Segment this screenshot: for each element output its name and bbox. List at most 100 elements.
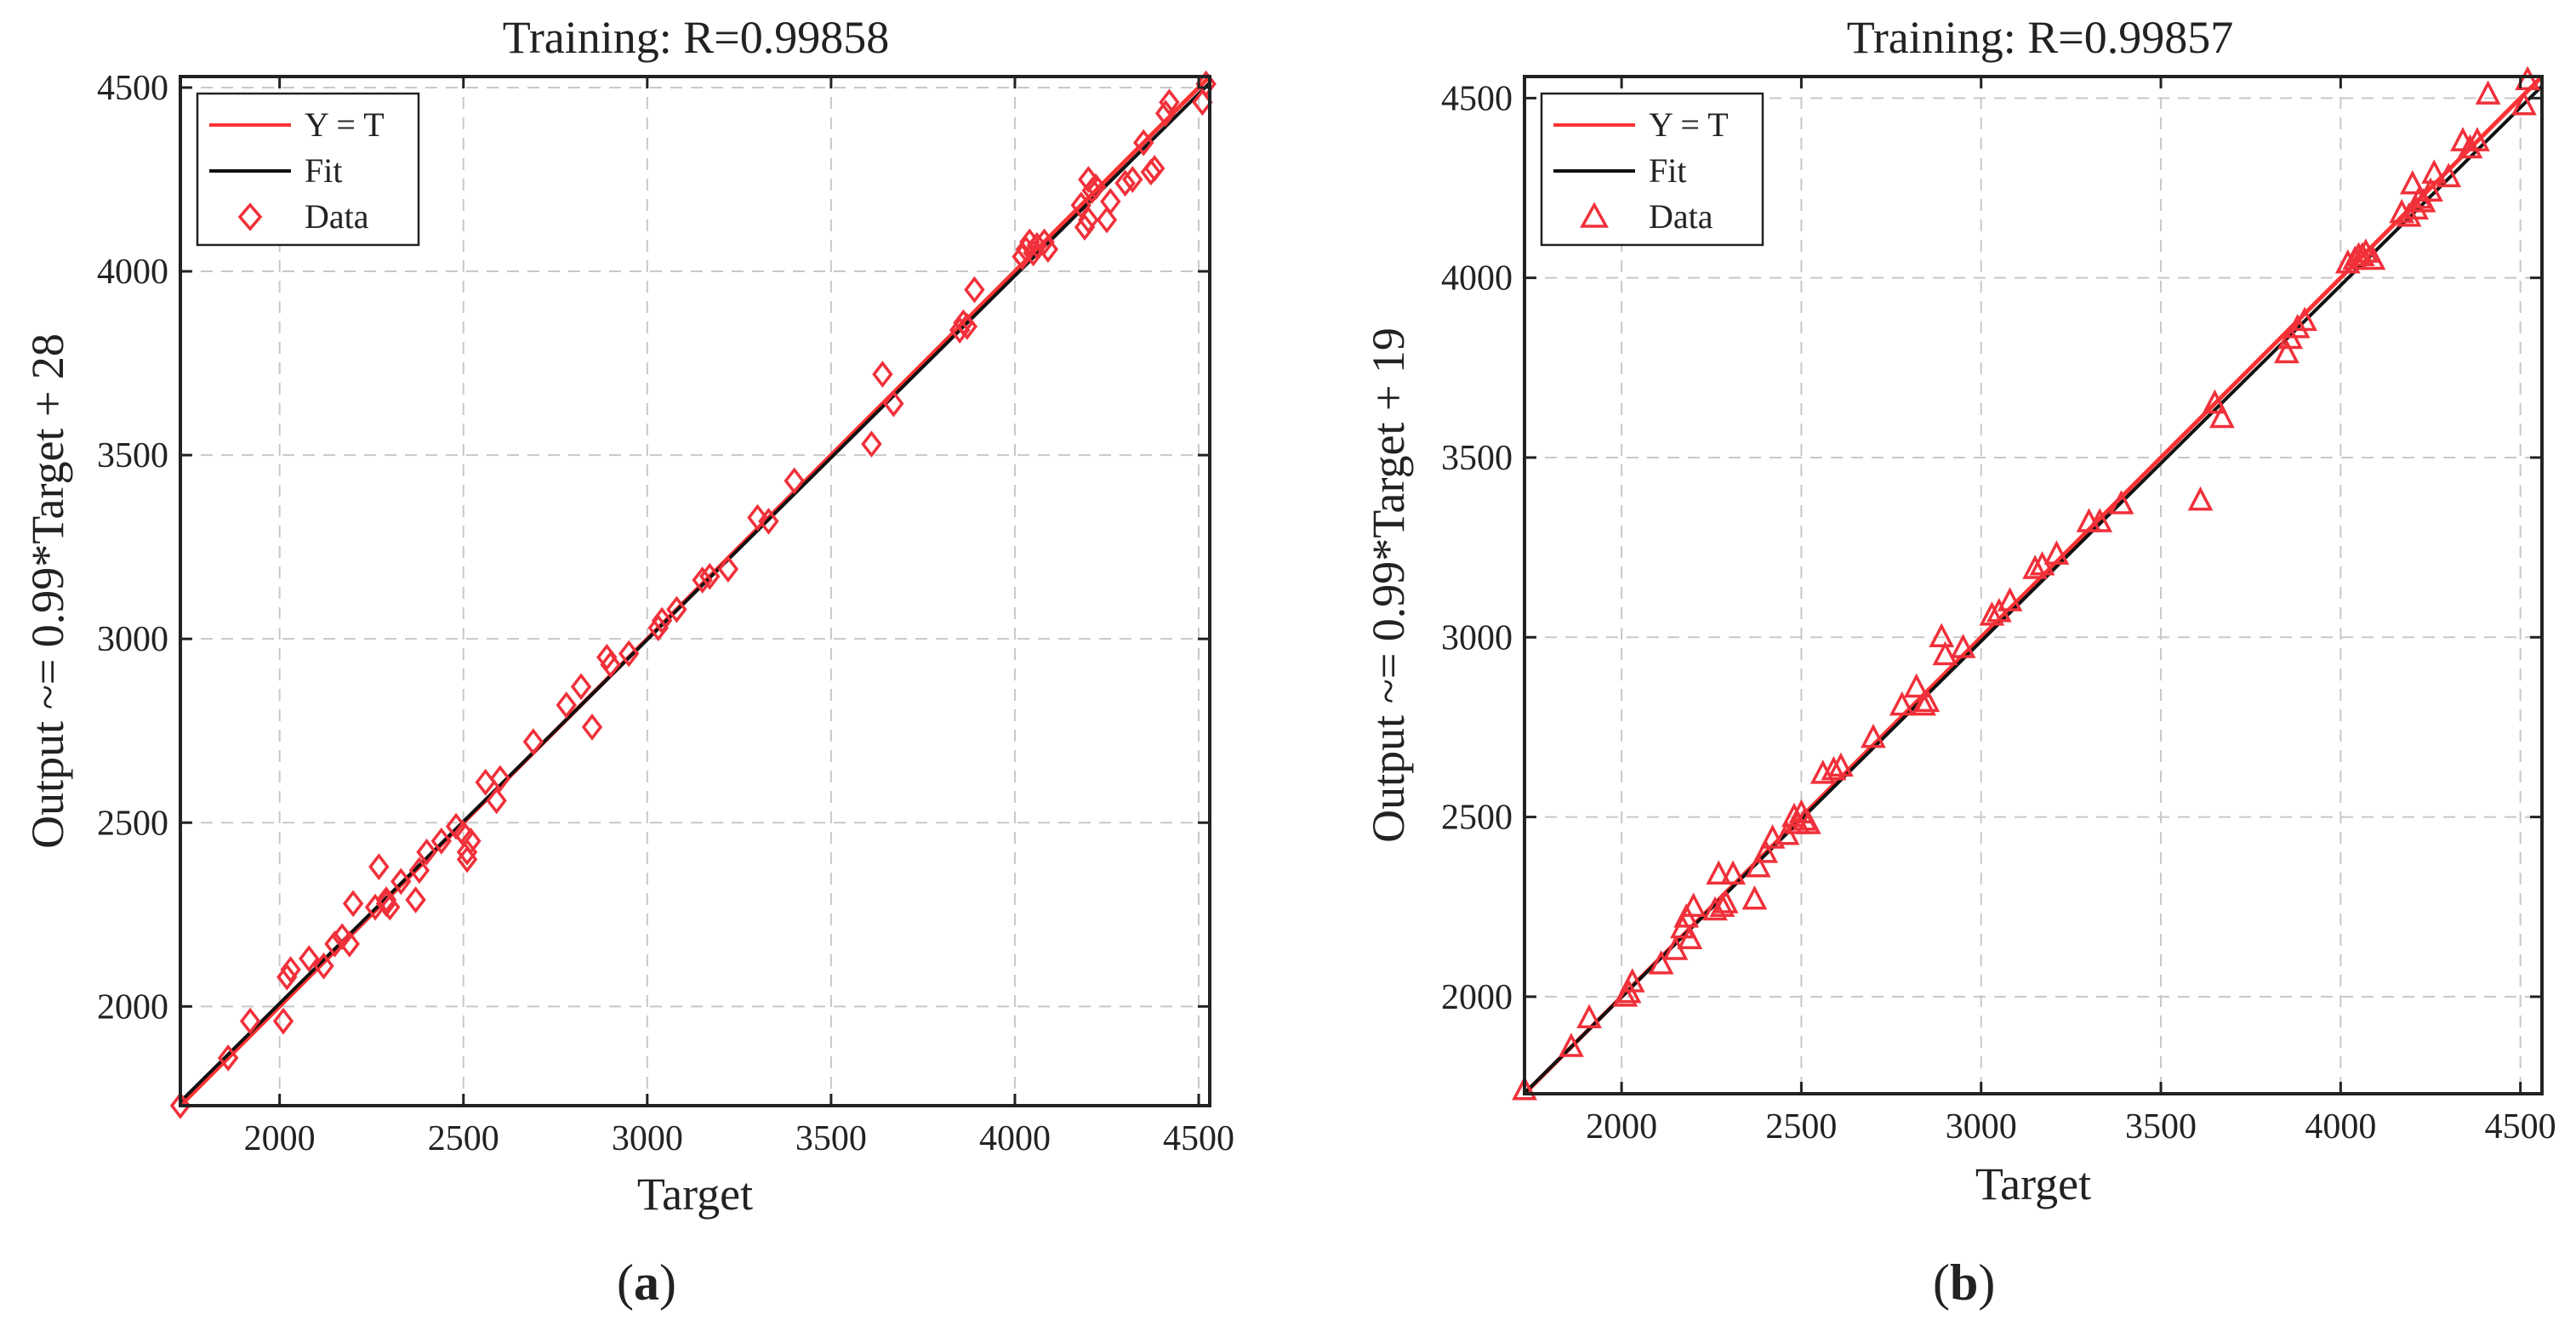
data-point: [2342, 245, 2368, 270]
data-point: [217, 1044, 239, 1072]
data-point: [1828, 752, 1854, 777]
x-tick-label-a: 4500: [1163, 1119, 1234, 1158]
y-ticks-a: 2000 2500 3000 3500 4000 4500: [97, 69, 1210, 1027]
data-point: [2396, 202, 2422, 227]
data-point: [784, 467, 805, 495]
data-points-b: [1512, 65, 2540, 1101]
data-point: [1929, 623, 1955, 648]
data-point: [883, 390, 904, 418]
data-point: [1741, 885, 1768, 910]
data-point: [1143, 155, 1165, 182]
legend-b: Y = T Fit Data: [1540, 92, 1764, 247]
data-point: [342, 890, 364, 918]
legend-marker-swatch-a: [237, 202, 263, 231]
data-point: [556, 691, 577, 719]
data-point: [596, 643, 618, 671]
y-tick-label-b: 2500: [1441, 799, 1513, 838]
data-point: [747, 504, 768, 532]
y-tick-label-b: 3000: [1441, 618, 1513, 657]
x-tick-label-b: 2500: [1765, 1107, 1837, 1146]
data-point: [2208, 403, 2235, 429]
data-point: [486, 787, 507, 815]
data-point: [522, 728, 544, 756]
data-point: [2202, 389, 2228, 414]
data-point: [2457, 134, 2483, 159]
y-axis-label-b: Output ~= 0.99*Target + 19: [1363, 327, 1414, 843]
data-point: [618, 640, 640, 668]
data-point: [1100, 188, 1121, 215]
caption-close-a: ): [659, 1255, 676, 1311]
data-point: [1034, 228, 1055, 256]
data-point: [2418, 177, 2443, 202]
data-point: [647, 614, 669, 642]
x-tick-label-a: 2500: [428, 1119, 499, 1158]
data-point: [456, 838, 478, 866]
data-point: [2407, 184, 2433, 209]
data-point: [2399, 170, 2425, 195]
data-point: [1085, 173, 1107, 201]
data-point: [1979, 601, 2005, 626]
data-point: [1706, 860, 1732, 885]
data-point: [313, 952, 334, 980]
x-ticks-b: 2000 2500 3000 3500 4000 4500: [1586, 77, 2556, 1146]
data-point: [1559, 1033, 1584, 1057]
data-point: [2510, 91, 2537, 116]
legend-fit-label-a: Fit: [305, 151, 342, 190]
chart-title-b: Training: R=0.99857: [1847, 12, 2234, 63]
legend-identity-label-b: Y = T: [1649, 105, 1729, 144]
caption-open-a: (: [617, 1255, 634, 1311]
axes-frame-a: [179, 75, 1211, 1107]
data-point: [1612, 982, 1638, 1007]
data-point: [758, 508, 779, 535]
x-tick-label-b: 4000: [2305, 1107, 2376, 1146]
panel-caption-a: (a): [617, 1255, 676, 1311]
plot-area-b: [1512, 65, 2544, 1101]
data-point: [2421, 159, 2448, 184]
data-point: [460, 827, 482, 855]
data-point: [699, 562, 721, 590]
x-tick-label-b: 4500: [2485, 1107, 2556, 1146]
data-point: [339, 930, 360, 958]
data-point: [276, 963, 298, 991]
data-point: [1078, 206, 1099, 234]
data-point: [239, 1007, 261, 1035]
y-tick-label-a: 2500: [97, 804, 168, 843]
data-point: [1122, 166, 1143, 193]
chart-title-a: Training: R=0.99858: [503, 12, 890, 63]
data-point: [405, 886, 426, 913]
data-point: [2022, 555, 2048, 579]
data-point: [1795, 810, 1821, 834]
data-point: [1702, 896, 1728, 921]
x-axis-label-b: Target: [1975, 1158, 2091, 1209]
x-tick-label-a: 3500: [795, 1119, 867, 1158]
data-point: [324, 930, 345, 958]
data-point: [1903, 673, 1929, 698]
data-point: [2108, 490, 2134, 515]
y-tick-label-a: 4500: [97, 69, 168, 108]
x-tick-label-a: 2000: [244, 1119, 316, 1158]
data-point: [456, 845, 478, 873]
data-point: [2360, 245, 2386, 270]
data-point: [949, 316, 971, 344]
data-point: [1792, 806, 1818, 831]
legend-identity-label-a: Y = T: [305, 105, 385, 144]
data-point: [2465, 127, 2490, 151]
data-point: [1720, 860, 1747, 885]
data-point: [1709, 892, 1735, 917]
data-point: [379, 893, 401, 921]
x-axis-label-a: Target: [637, 1169, 753, 1220]
y-tick-label-a: 4000: [97, 253, 168, 292]
data-point: [299, 945, 320, 973]
axes-frame-b: [1523, 75, 2544, 1095]
data-point: [2087, 508, 2113, 532]
grid-a: [180, 77, 1210, 1106]
data-point: [872, 361, 893, 388]
data-point: [408, 856, 430, 885]
data-point: [2349, 242, 2375, 267]
data-point: [1950, 634, 1976, 658]
data-point: [390, 868, 412, 896]
data-point: [1159, 88, 1180, 117]
data-point: [169, 1092, 191, 1119]
caption-close-b: ): [1978, 1255, 1995, 1311]
